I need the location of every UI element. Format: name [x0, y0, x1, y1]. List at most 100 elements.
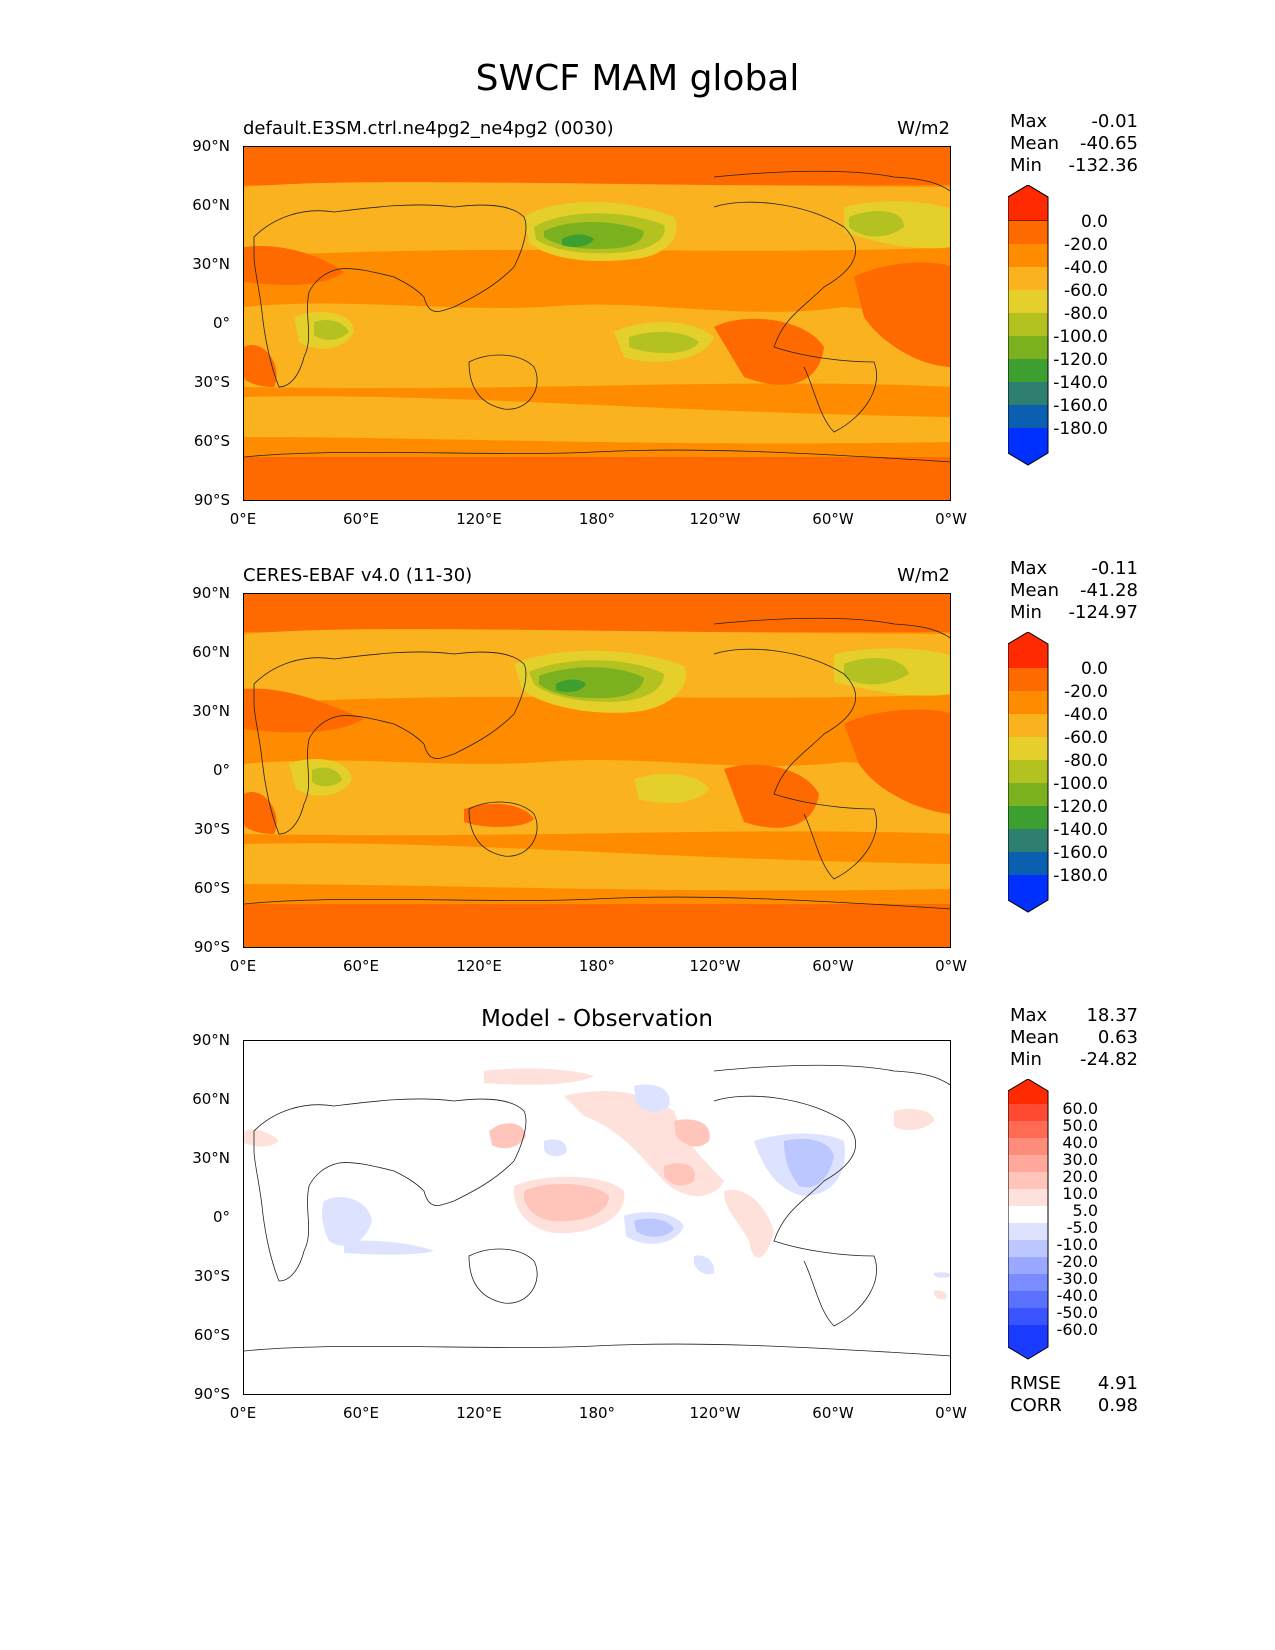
- p2-min-label: Min: [1010, 602, 1042, 623]
- p2-xlabel-120w: 120°W: [689, 957, 741, 975]
- p1-max-label: Max: [1010, 111, 1048, 132]
- p1-xlabel-120e: 120°E: [456, 510, 502, 528]
- panel1-title: default.E3SM.ctrl.ne4pg2_ne4pg2 (0030): [243, 118, 614, 139]
- p3-xlabel-0w: 0°W: [935, 1404, 967, 1422]
- p2-cb-label-7: -140.0: [1053, 820, 1108, 840]
- p3-cb-label-8: -10.0: [1056, 1235, 1098, 1254]
- corr-label: CORR: [1010, 1395, 1062, 1416]
- p1-ylabel-60n: 60°N: [192, 196, 230, 214]
- p2-xlabel-60w: 60°W: [812, 957, 854, 975]
- p2-cb-label-1: -20.0: [1064, 682, 1108, 702]
- p3-ylabel-90s: 90°S: [193, 1385, 230, 1403]
- p1-xlabel-120w: 120°W: [689, 510, 741, 528]
- rmse-value: 4.91: [1097, 1373, 1138, 1394]
- p1-min-value: -132.36: [1068, 155, 1138, 176]
- panel3-contour-field: [244, 1041, 950, 1394]
- p3-ylabel-30s: 30°S: [193, 1267, 230, 1285]
- panel3-map: [243, 1040, 951, 1395]
- p2-cb-label-2: -40.0: [1064, 705, 1108, 725]
- p1-cb-label-8: -160.0: [1053, 396, 1108, 416]
- p3-cb-label-13: -60.0: [1056, 1320, 1098, 1339]
- p3-cb-label-0: 60.0: [1062, 1099, 1098, 1118]
- corr-value: 0.98: [1097, 1395, 1138, 1416]
- p2-cb-label-6: -120.0: [1053, 797, 1108, 817]
- p1-mean-value: -40.65: [1079, 133, 1138, 154]
- p3-cb-label-7: -5.0: [1066, 1218, 1098, 1237]
- panel2-title: CERES-EBAF v4.0 (11-30): [243, 565, 473, 586]
- p2-mean-label: Mean: [1010, 580, 1060, 601]
- p3-ylabel-0: 0°: [212, 1208, 230, 1226]
- p2-ylabel-60s: 60°S: [193, 879, 230, 897]
- p3-ylabel-90n: 90°N: [192, 1031, 230, 1049]
- p1-ylabel-30s: 30°S: [193, 373, 230, 391]
- p2-cb-label-5: -100.0: [1053, 774, 1108, 794]
- p3-max-label: Max: [1010, 1005, 1048, 1026]
- p2-xlabel-0e: 0°E: [229, 957, 257, 975]
- p3-xlabel-120w: 120°W: [689, 1404, 741, 1422]
- p1-xlabel-180: 180°: [578, 510, 616, 528]
- p3-min-label: Min: [1010, 1049, 1042, 1070]
- p2-ylabel-90n: 90°N: [192, 584, 230, 602]
- p1-ylabel-60s: 60°S: [193, 432, 230, 450]
- panel1-map: [243, 146, 951, 501]
- p1-min-label: Min: [1010, 155, 1042, 176]
- p3-cb-label-5: 10.0: [1062, 1184, 1098, 1203]
- p3-ylabel-60n: 60°N: [192, 1090, 230, 1108]
- p3-xlabel-180: 180°: [578, 1404, 616, 1422]
- p1-ylabel-90s: 90°S: [193, 491, 230, 509]
- p1-mean-label: Mean: [1010, 133, 1060, 154]
- p3-cb-label-9: -20.0: [1056, 1252, 1098, 1271]
- p2-cb-label-3: -60.0: [1064, 728, 1108, 748]
- panel1-colorbar: [1008, 185, 1049, 466]
- p3-xlabel-60w: 60°W: [812, 1404, 854, 1422]
- panel1-contour-field: [244, 147, 950, 500]
- panel2-colorbar: [1008, 632, 1049, 913]
- p2-xlabel-0w: 0°W: [935, 957, 967, 975]
- p3-min-value: -24.82: [1079, 1049, 1138, 1070]
- panel3-metrics: RMSE 4.91 CORR 0.98: [1010, 1373, 1138, 1417]
- p2-cb-label-8: -160.0: [1053, 843, 1108, 863]
- p1-max-value: -0.01: [1091, 111, 1138, 132]
- p1-ylabel-0: 0°: [212, 314, 230, 332]
- p3-max-value: 18.37: [1086, 1005, 1138, 1026]
- p2-ylabel-60n: 60°N: [192, 643, 230, 661]
- panel2-contour-field: [244, 594, 950, 947]
- p3-xlabel-120e: 120°E: [456, 1404, 502, 1422]
- p2-xlabel-120e: 120°E: [456, 957, 502, 975]
- panel1-units: W/m2: [897, 118, 950, 139]
- p3-cb-label-3: 30.0: [1062, 1150, 1098, 1169]
- p2-cb-label-4: -80.0: [1064, 751, 1108, 771]
- p2-ylabel-30s: 30°S: [193, 820, 230, 838]
- p3-cb-label-12: -50.0: [1056, 1303, 1098, 1322]
- p1-cb-label-7: -140.0: [1053, 373, 1108, 393]
- p3-mean-label: Mean: [1010, 1027, 1060, 1048]
- panel3-colorbar: [1008, 1079, 1049, 1360]
- p3-cb-label-4: 20.0: [1062, 1167, 1098, 1186]
- p2-xlabel-180: 180°: [578, 957, 616, 975]
- p1-ylabel-90n: 90°N: [192, 137, 230, 155]
- p3-cb-label-6: 5.0: [1072, 1201, 1098, 1220]
- p3-xlabel-0e: 0°E: [229, 1404, 257, 1422]
- p2-ylabel-30n: 30°N: [192, 702, 230, 720]
- p1-cb-label-2: -40.0: [1064, 258, 1108, 278]
- panel2-units: W/m2: [897, 565, 950, 586]
- p3-mean-value: 0.63: [1097, 1027, 1138, 1048]
- p3-cb-label-11: -40.0: [1056, 1286, 1098, 1305]
- p1-xlabel-60w: 60°W: [812, 510, 854, 528]
- p1-ylabel-30n: 30°N: [192, 255, 230, 273]
- p1-cb-label-0: 0.0: [1080, 212, 1108, 232]
- p2-ylabel-0: 0°: [212, 761, 230, 779]
- p1-xlabel-0w: 0°W: [935, 510, 967, 528]
- p2-max-value: -0.11: [1091, 558, 1138, 579]
- p2-max-label: Max: [1010, 558, 1048, 579]
- p3-cb-label-2: 40.0: [1062, 1133, 1098, 1152]
- panel2-stats: Max -0.11 Mean -41.28 Min -124.97: [1010, 558, 1138, 624]
- p2-cb-label-0: 0.0: [1080, 659, 1108, 679]
- p3-cb-label-10: -30.0: [1056, 1269, 1098, 1288]
- p1-cb-label-9: -180.0: [1053, 419, 1108, 439]
- p3-cb-label-1: 50.0: [1062, 1116, 1098, 1135]
- p2-xlabel-60e: 60°E: [342, 957, 380, 975]
- rmse-label: RMSE: [1010, 1373, 1061, 1394]
- panel3-stats: Max 18.37 Mean 0.63 Min -24.82: [1010, 1005, 1138, 1071]
- p1-cb-label-6: -120.0: [1053, 350, 1108, 370]
